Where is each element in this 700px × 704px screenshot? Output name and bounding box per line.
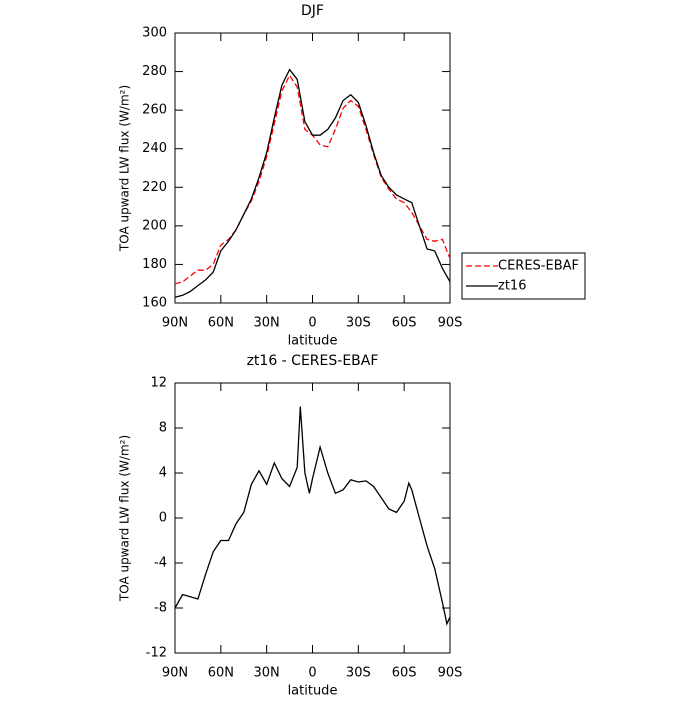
x-axis-label: latitude bbox=[288, 684, 338, 699]
legend-label: CERES-EBAF bbox=[498, 259, 579, 274]
data-line bbox=[174, 68, 451, 298]
x-tick-label: 0 bbox=[308, 316, 316, 331]
y-tick-label: 160 bbox=[142, 296, 167, 311]
chart-title: zt16 - CERES-EBAF bbox=[247, 353, 379, 369]
chart-title: DJF bbox=[301, 3, 324, 19]
y-tick-label: 260 bbox=[142, 103, 167, 118]
y-axis-label: TOA upward LW flux (W/m²) bbox=[118, 435, 132, 602]
legend-box bbox=[461, 252, 586, 300]
data-line bbox=[174, 74, 451, 285]
y-tick-label: 8 bbox=[159, 421, 167, 436]
y-tick-label: 220 bbox=[142, 180, 167, 195]
y-tick-label: 12 bbox=[150, 376, 167, 391]
x-tick-label: 90N bbox=[162, 666, 188, 681]
x-tick-label: 60N bbox=[208, 316, 234, 331]
y-tick-label: 200 bbox=[142, 218, 167, 233]
x-tick-label: 30S bbox=[346, 666, 371, 681]
y-tick-label: -4 bbox=[154, 556, 167, 571]
x-tick-label: 90N bbox=[162, 316, 188, 331]
y-tick-label: 280 bbox=[142, 64, 167, 79]
y-tick-label: 180 bbox=[142, 257, 167, 272]
y-tick-label: 0 bbox=[159, 511, 167, 526]
x-axis-label: latitude bbox=[288, 334, 338, 349]
x-tick-label: 60S bbox=[392, 666, 417, 681]
x-tick-label: 90S bbox=[438, 316, 463, 331]
x-tick-label: 0 bbox=[308, 666, 316, 681]
y-tick-label: 4 bbox=[159, 466, 167, 481]
x-tick-label: 60S bbox=[392, 316, 417, 331]
x-tick-label: 60N bbox=[208, 666, 234, 681]
data-line bbox=[174, 406, 451, 626]
x-tick-label: 30N bbox=[254, 666, 280, 681]
x-tick-label: 90S bbox=[438, 666, 463, 681]
y-axis-label: TOA upward LW flux (W/m²) bbox=[118, 85, 132, 252]
x-tick-label: 30N bbox=[254, 316, 280, 331]
x-tick-label: 30S bbox=[346, 316, 371, 331]
y-tick-label: 240 bbox=[142, 141, 167, 156]
y-tick-label: 300 bbox=[142, 26, 167, 41]
plot-frame bbox=[174, 382, 451, 654]
legend-label: zt16 bbox=[498, 279, 526, 294]
y-tick-label: -12 bbox=[146, 646, 167, 661]
y-tick-label: -8 bbox=[154, 601, 167, 616]
